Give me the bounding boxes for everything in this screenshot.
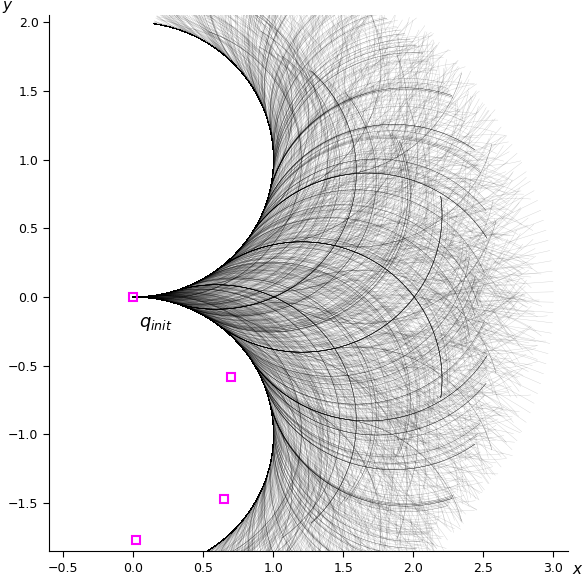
Text: $q_{init}$: $q_{init}$: [138, 315, 172, 333]
X-axis label: $x$: $x$: [572, 562, 583, 577]
Y-axis label: $y$: $y$: [2, 0, 13, 16]
